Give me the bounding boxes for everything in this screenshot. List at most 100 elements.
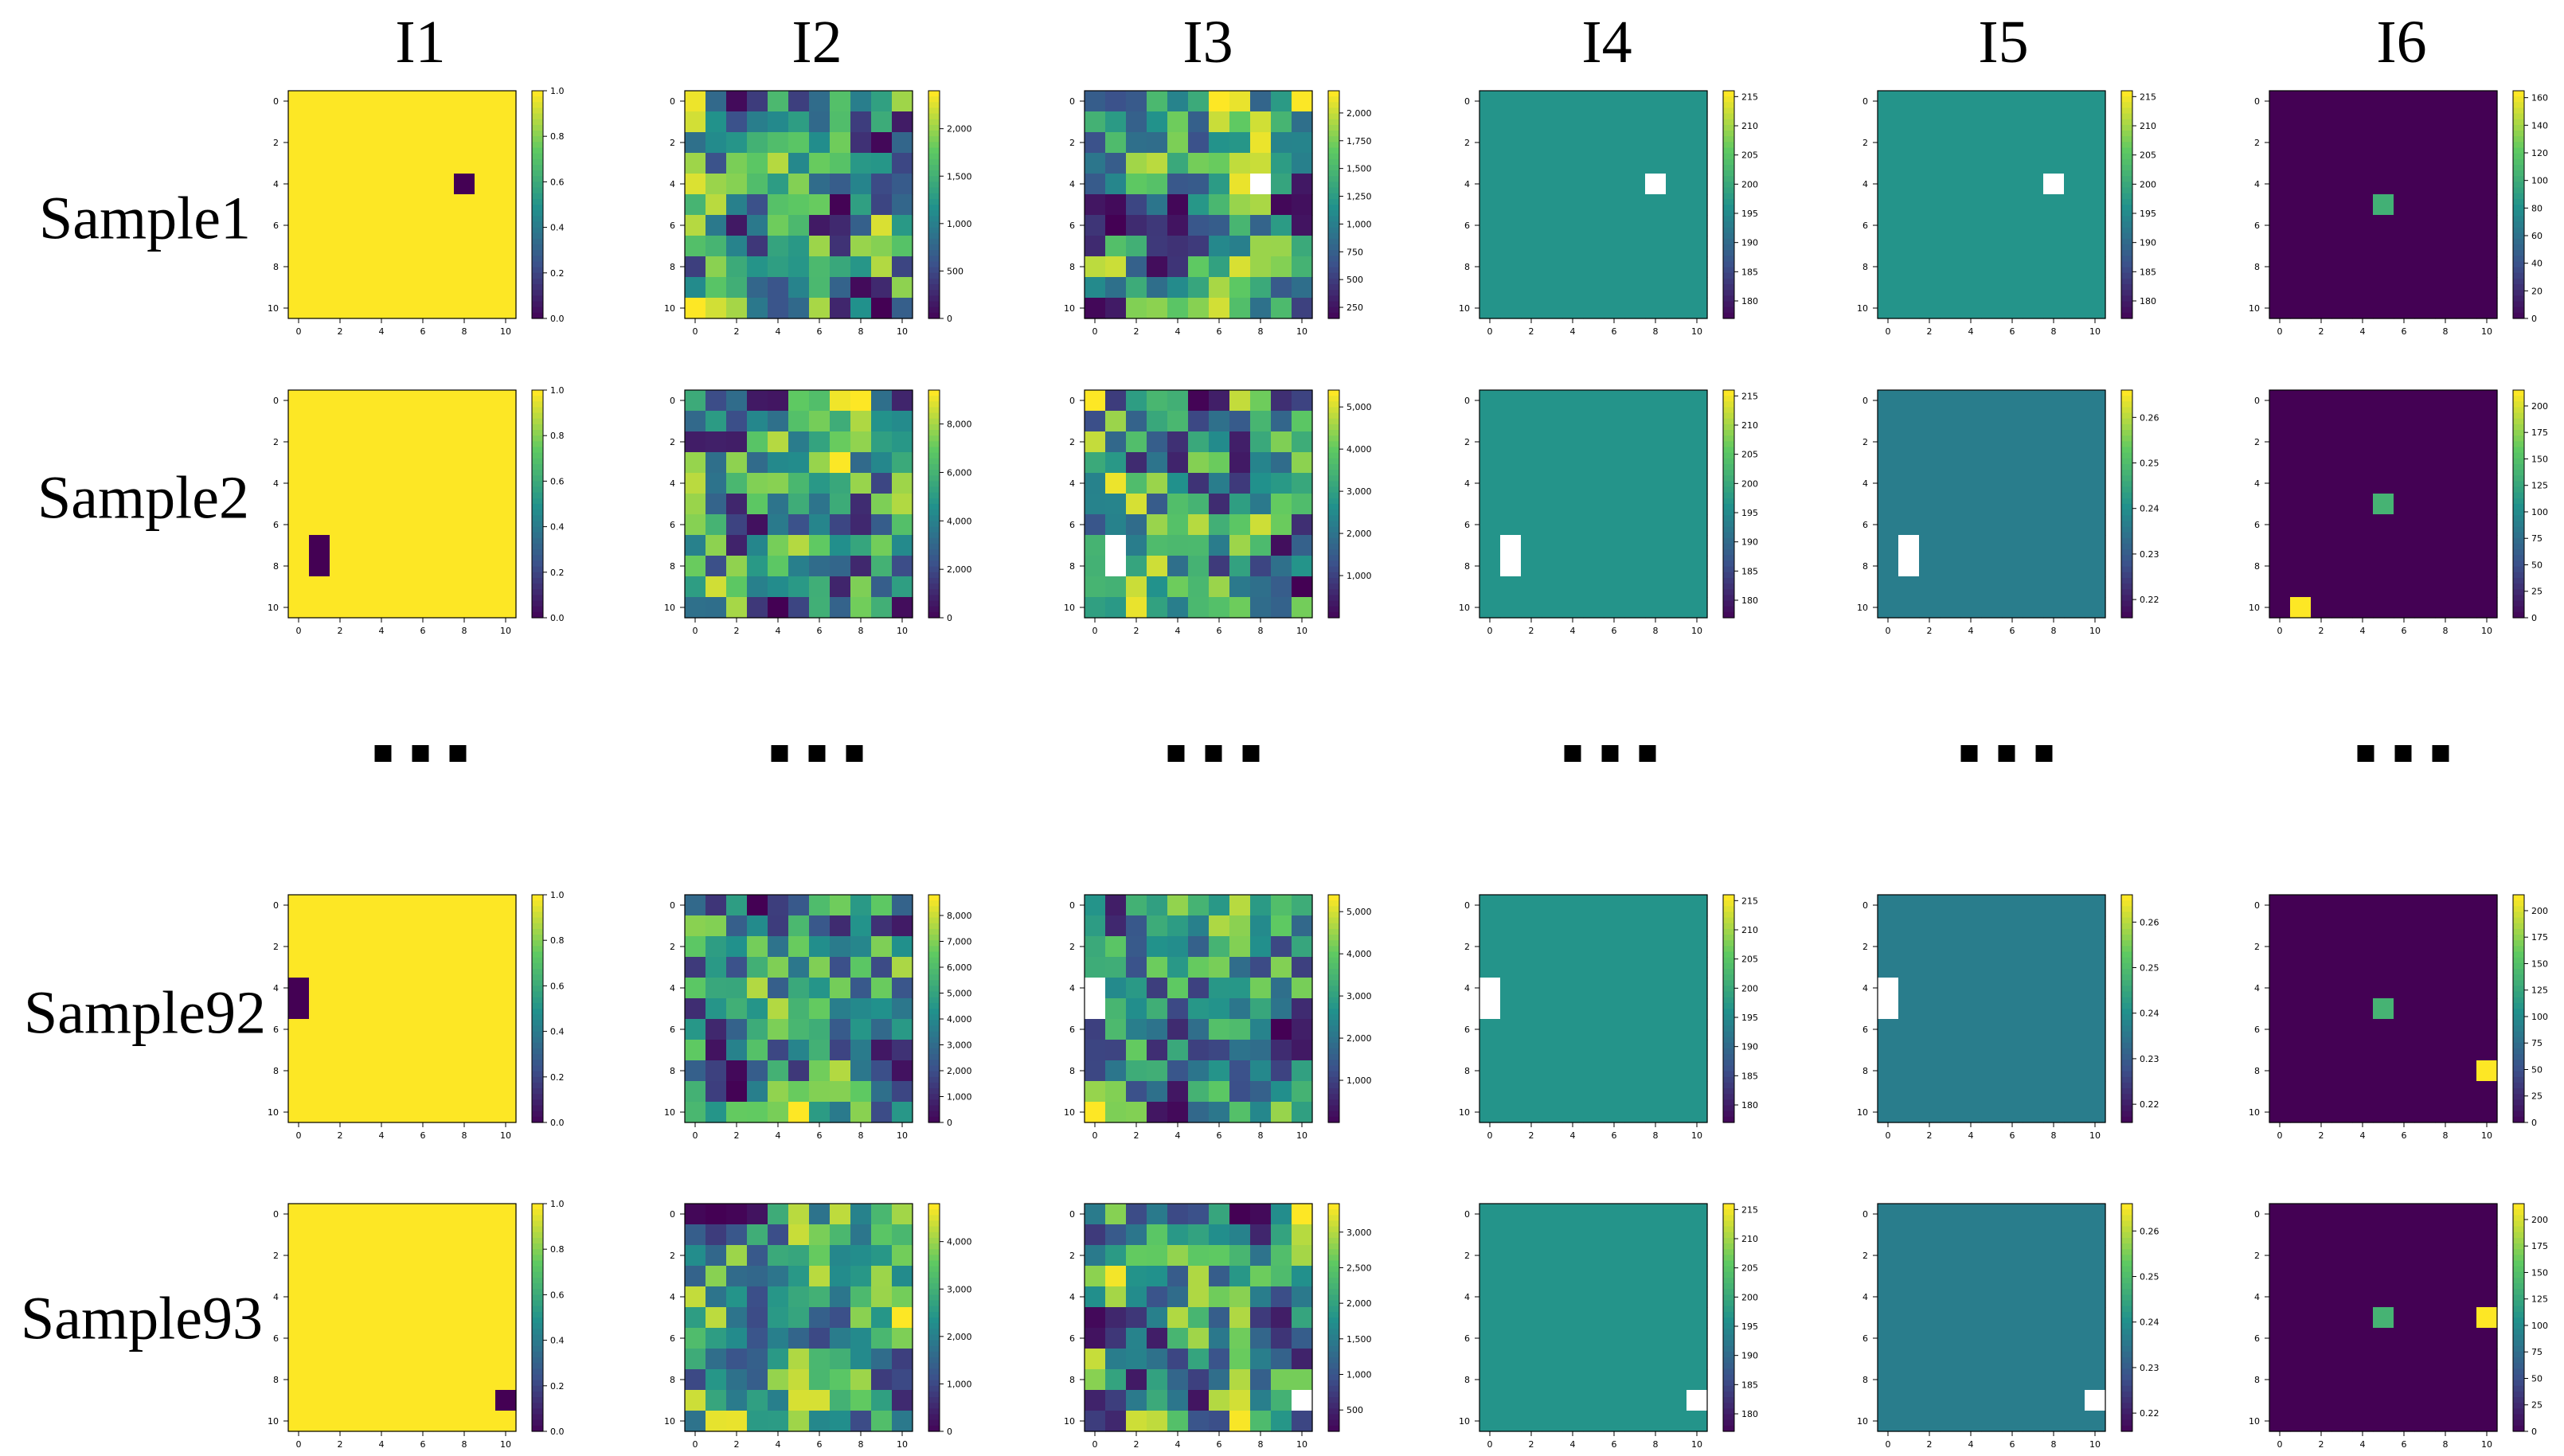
cell <box>2023 215 2044 236</box>
colorbar-segment <box>928 946 940 953</box>
x-tick-label: 2 <box>1134 326 1139 337</box>
cell <box>1188 957 1210 978</box>
colorbar-segment <box>2121 1255 2132 1262</box>
colorbar-tick-label: 180 <box>2140 296 2156 306</box>
colorbar-segment <box>1328 1014 1339 1021</box>
colorbar-segment <box>1328 572 1339 579</box>
colorbar-segment <box>2121 1220 2132 1228</box>
colorbar-tick-label: 200 <box>1741 983 1758 993</box>
cell <box>2023 1411 2044 1432</box>
cell <box>1271 277 1292 299</box>
colorbar-segment <box>2513 946 2524 953</box>
cell <box>454 597 475 619</box>
cell <box>2352 535 2374 556</box>
cell <box>892 514 913 536</box>
cell <box>1604 597 1625 619</box>
cell <box>2414 194 2436 216</box>
cell <box>726 1040 748 1061</box>
cell <box>412 473 434 494</box>
cell <box>433 1286 455 1308</box>
colorbar-segment <box>532 917 543 924</box>
cell <box>1687 978 1708 999</box>
cell <box>1624 535 1646 556</box>
cell <box>475 556 496 577</box>
cell <box>2394 1040 2415 1061</box>
cell <box>1666 978 1687 999</box>
cell <box>747 473 768 494</box>
colorbar-segment <box>1723 1283 1734 1290</box>
cell <box>2311 111 2332 133</box>
cell <box>2311 215 2332 236</box>
colorbar-segment <box>928 1094 940 1100</box>
cell <box>1209 978 1230 999</box>
colorbar-segment <box>1723 515 1734 522</box>
cell <box>1562 1060 1584 1082</box>
cell <box>1521 895 1542 916</box>
cell <box>1479 1102 1501 1123</box>
colorbar-segment <box>532 1266 543 1273</box>
colorbar-frame <box>2512 894 2525 1123</box>
cell <box>2476 957 2498 978</box>
colorbar-segment <box>1328 295 1339 303</box>
cell <box>1645 957 1667 978</box>
cell <box>2456 132 2477 154</box>
cell <box>747 431 768 453</box>
cell <box>288 1286 310 1308</box>
cell <box>433 957 455 978</box>
cell <box>1167 1390 1189 1411</box>
colorbar-segment <box>2121 986 2132 993</box>
cell <box>830 1081 851 1103</box>
cell <box>2043 215 2065 236</box>
colorbar-segment <box>532 407 543 414</box>
cell <box>1960 132 1982 154</box>
colorbar-segment <box>2121 997 2132 1004</box>
cell <box>1209 1266 1230 1287</box>
colorbar-segment <box>2513 1317 2524 1324</box>
cell <box>1981 936 2003 958</box>
cell <box>1105 411 1127 432</box>
cell <box>1960 111 1982 133</box>
colorbar-segment <box>1328 1031 1339 1038</box>
cell <box>433 895 455 916</box>
cell <box>1878 390 1899 412</box>
y-tick-label: 0 <box>2254 1209 2260 1220</box>
cell <box>1292 194 1313 216</box>
cell <box>1687 1019 1708 1040</box>
cell <box>433 153 455 174</box>
cell <box>2290 91 2312 112</box>
cell <box>1147 1349 1168 1370</box>
colorbar-segment <box>2513 1300 2524 1307</box>
cell <box>1898 411 1920 432</box>
cell <box>1521 1369 1542 1391</box>
colorbar-segment <box>928 1226 940 1233</box>
cell <box>2435 431 2457 453</box>
plot-frame <box>1877 90 2106 319</box>
cell <box>788 576 810 598</box>
cell <box>2311 576 2332 598</box>
cell <box>1898 1204 1920 1225</box>
cell <box>1500 1369 1522 1391</box>
cell <box>2394 936 2415 958</box>
colorbar-segment <box>532 164 543 171</box>
cell <box>1687 1411 1708 1432</box>
colorbar-segment <box>928 244 940 251</box>
colorbar-segment <box>2513 1357 2524 1364</box>
colorbar-tick-label: 0.4 <box>550 1336 565 1346</box>
cell <box>705 411 727 432</box>
cell <box>1624 215 1646 236</box>
cell <box>1687 256 1708 278</box>
cell <box>2352 915 2374 937</box>
colorbar-segment <box>2513 1329 2524 1336</box>
cell <box>1126 1081 1147 1103</box>
colorbar-tick-label: 215 <box>2140 92 2156 102</box>
colorbar-segment <box>1723 176 1734 182</box>
colorbar-tick-label: 80 <box>2531 203 2543 213</box>
cell <box>1687 1328 1708 1349</box>
cell <box>1167 215 1189 236</box>
cell <box>1250 1019 1272 1040</box>
cell <box>1645 431 1667 453</box>
cell <box>2085 1019 2106 1040</box>
cell <box>830 132 851 154</box>
cell <box>1126 895 1147 916</box>
cell <box>288 1266 310 1287</box>
